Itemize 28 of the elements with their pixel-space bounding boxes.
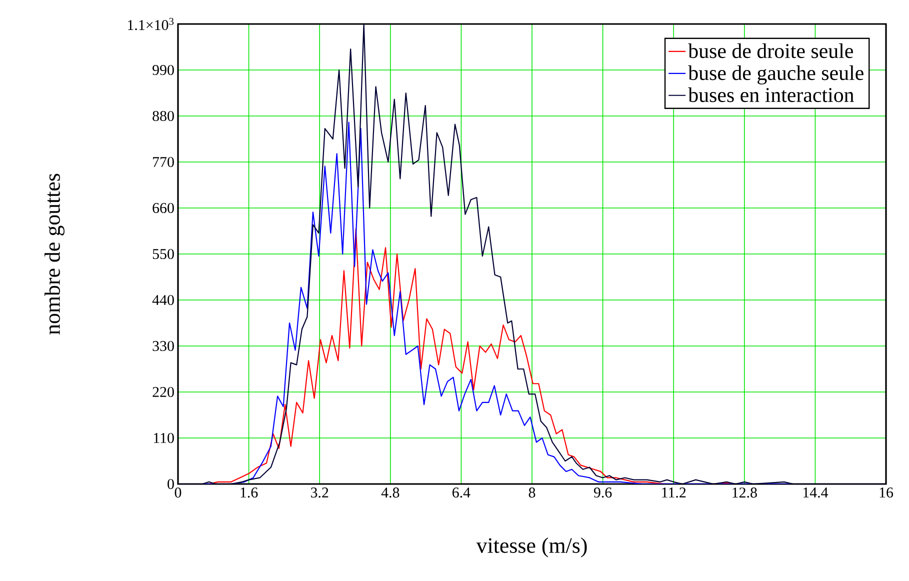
- x-tick-label: 12.8: [732, 488, 757, 498]
- x-tick-label: 4.8: [381, 488, 400, 498]
- x-axis-title: vitesse (m/s): [476, 538, 587, 558]
- x-tick-label: 9.6: [594, 488, 612, 498]
- y-tick-label: 990: [152, 64, 174, 76]
- y-tick-label: 110: [154, 432, 174, 444]
- x-tick-label: 16: [880, 488, 894, 498]
- x-tick-label: 14.4: [803, 488, 828, 498]
- x-tick-label: 11.2: [662, 488, 686, 498]
- legend-label: buse de droite seule: [688, 43, 853, 58]
- y-tick-label: 0: [168, 478, 174, 490]
- y-tick-label: 660: [152, 202, 174, 214]
- y-tick-label: 440: [152, 294, 174, 306]
- y-tick-label: 770: [153, 156, 174, 168]
- x-tick-label: 1.6: [240, 488, 258, 498]
- y-tick-label: 550: [152, 248, 174, 260]
- x-tick-label: 6.4: [452, 488, 470, 498]
- legend-label: buse de gauche seule: [688, 65, 864, 84]
- x-tick-label: 0: [174, 488, 182, 498]
- y-tick-label: 220: [152, 386, 174, 398]
- y-axis-title: nombre de gouttes: [44, 174, 64, 334]
- x-tick-label: 3.2: [310, 488, 328, 498]
- legend-label: buses en interaction: [688, 87, 854, 102]
- y-tick-label: 880: [152, 110, 174, 122]
- x-tick-label: 8: [528, 488, 536, 498]
- line-series: [178, 24, 886, 484]
- y-tick-label: 1.1×10$^{3}$: [128, 18, 174, 30]
- y-tick-label: 330: [152, 340, 174, 352]
